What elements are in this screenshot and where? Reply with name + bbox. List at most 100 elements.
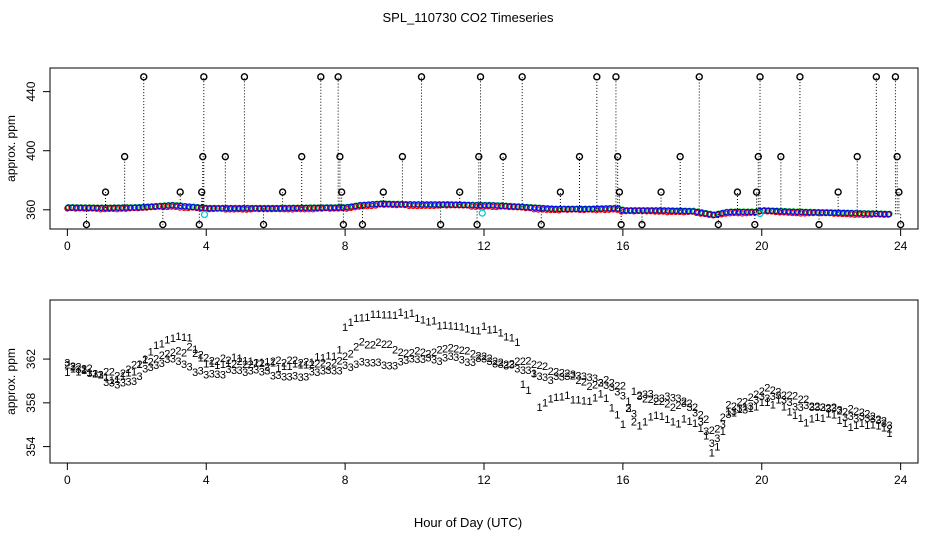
series-1-label: 1 — [148, 347, 154, 359]
series-3-point — [885, 210, 893, 218]
series-3-label: 3 — [314, 367, 320, 379]
series-1-label: 1 — [770, 399, 776, 411]
series-3-label: 3 — [181, 359, 187, 371]
spike-point — [612, 73, 620, 81]
series-2-label: 2 — [625, 403, 631, 415]
series-1-label: 1 — [648, 412, 654, 424]
series-2-label: 2 — [542, 361, 548, 373]
spike-point — [617, 220, 625, 229]
series-1-label: 1 — [525, 385, 531, 397]
series-2-label: 2 — [403, 348, 409, 360]
series-3-label: 3 — [464, 357, 470, 369]
series-2-label: 2 — [748, 392, 754, 404]
x-axis-label: Hour of Day (UTC) — [414, 515, 522, 530]
series-2-label: 2 — [648, 394, 654, 406]
series-2-label: 2 — [536, 360, 542, 372]
series-2-label: 2 — [131, 360, 137, 372]
spike-point — [336, 152, 344, 161]
series-2-label: 2 — [448, 342, 454, 354]
series-2-label: 2 — [320, 358, 326, 370]
spike-point — [455, 188, 464, 196]
series-2-label: 2 — [814, 401, 820, 413]
series-1-label: 1 — [64, 367, 70, 379]
series-1-label: 1 — [275, 363, 281, 375]
series-3-label: 3 — [87, 368, 93, 380]
series-2-label: 2 — [364, 340, 370, 352]
series-2-label: 2 — [709, 425, 715, 437]
series-1-label: 1 — [886, 428, 892, 440]
spike-point — [198, 188, 206, 196]
series-2-label: 2 — [170, 347, 176, 359]
series-3-label: 3 — [592, 373, 598, 385]
series-3-label: 3 — [275, 370, 281, 382]
x-tick-label: 8 — [342, 473, 349, 487]
spike-point — [853, 152, 861, 161]
series-3-label: 3 — [170, 353, 176, 365]
series-1-label: 1 — [709, 448, 715, 460]
series-2-label: 2 — [264, 361, 270, 373]
series-2-label: 2 — [620, 380, 626, 392]
series-3-label: 3 — [348, 362, 354, 374]
series-2-label: 2 — [436, 344, 442, 356]
series-1-label: 1 — [875, 421, 881, 433]
x-tick-label: 0 — [64, 473, 71, 487]
series-3-label: 3 — [364, 358, 370, 370]
series-1-label: 1 — [337, 345, 343, 357]
series-2-label: 2 — [309, 359, 315, 371]
spike-point — [221, 152, 230, 161]
y-tick-label: 360 — [24, 199, 38, 219]
spike-point — [895, 188, 903, 196]
series-1-label: 1 — [575, 395, 581, 407]
series-1-label: 1 — [292, 359, 298, 371]
series-3-label: 3 — [814, 402, 820, 414]
series-2-label: 2 — [670, 402, 676, 414]
series-2-label: 2 — [514, 356, 520, 368]
series-2-label: 2 — [686, 398, 692, 410]
series-3-label: 3 — [420, 354, 426, 366]
series-2-label: 2 — [459, 345, 465, 357]
series-1-label: 1 — [881, 422, 887, 434]
series-3-label: 3 — [742, 404, 748, 416]
series-1-label: 1 — [775, 395, 781, 407]
series-2-label: 2 — [720, 412, 726, 424]
x-tick-label: 8 — [342, 239, 349, 253]
series-2-label: 2 — [714, 424, 720, 436]
series-3-label: 3 — [786, 397, 792, 409]
series-3-label: 3 — [137, 371, 143, 383]
spike-point — [473, 220, 481, 229]
series-3-label: 3 — [64, 358, 70, 370]
series-3-label: 3 — [692, 408, 698, 420]
series-2-label: 2 — [125, 364, 131, 376]
series-3-label: 3 — [781, 394, 787, 406]
series-1-label: 1 — [870, 419, 876, 431]
series-2-label: 2 — [564, 368, 570, 380]
series-3-label: 3 — [325, 365, 331, 377]
series-1-label: 1 — [620, 419, 626, 431]
x-tick-label: 12 — [477, 473, 491, 487]
series-3-label: 3 — [81, 364, 87, 376]
series-1-label: 1 — [381, 310, 387, 322]
series-2-label: 2 — [120, 368, 126, 380]
series-2-label: 2 — [192, 348, 198, 360]
series-3-label: 3 — [886, 420, 892, 432]
x-tick-label: 20 — [755, 473, 769, 487]
series-2-label: 2 — [803, 394, 809, 406]
series-3-label: 3 — [409, 354, 415, 366]
series-3-label: 3 — [659, 393, 665, 405]
series-1-label: 1 — [120, 370, 126, 382]
series-3-label: 3 — [675, 393, 681, 405]
series-1-label: 1 — [142, 354, 148, 366]
series-1-label: 1 — [831, 409, 837, 421]
series-2-label: 2 — [770, 385, 776, 397]
series-1-label: 1 — [475, 325, 481, 337]
series-1-label: 1 — [598, 388, 604, 400]
series-3-label: 3 — [575, 370, 581, 382]
series-3-label: 3 — [231, 365, 237, 377]
series-3-label: 3 — [142, 363, 148, 375]
series-1-label: 1 — [570, 394, 576, 406]
spike-point — [476, 73, 485, 81]
series-1-label: 1 — [375, 309, 381, 321]
series-3-label: 3 — [448, 351, 454, 363]
series-3-label: 3 — [731, 406, 737, 418]
